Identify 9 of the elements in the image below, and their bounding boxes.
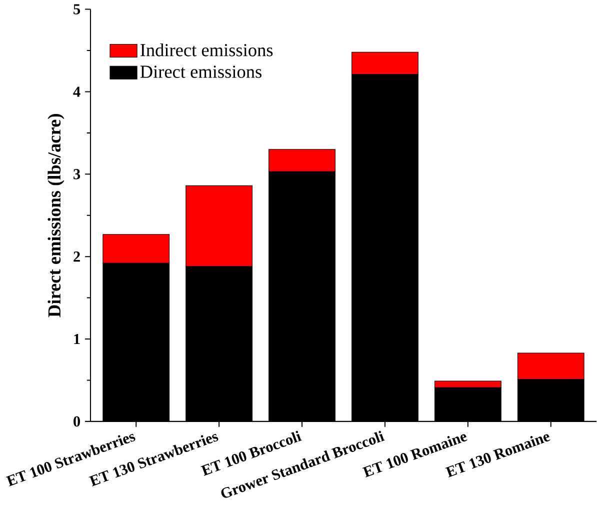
y-tick-label: 3 <box>74 169 80 180</box>
y-tick-label: 1 <box>74 334 80 344</box>
y-tick-label: 4 <box>73 86 80 97</box>
legend-label: Indirect emissions <box>140 44 273 56</box>
y-tick-label: 5 <box>74 4 80 14</box>
legend-label: Direct emissions <box>140 66 262 78</box>
y-tick-label: 2 <box>74 252 80 262</box>
y-axis-title: Direct emissions (lbs/acre) <box>48 114 64 318</box>
y-tick-label: 0 <box>74 416 80 427</box>
